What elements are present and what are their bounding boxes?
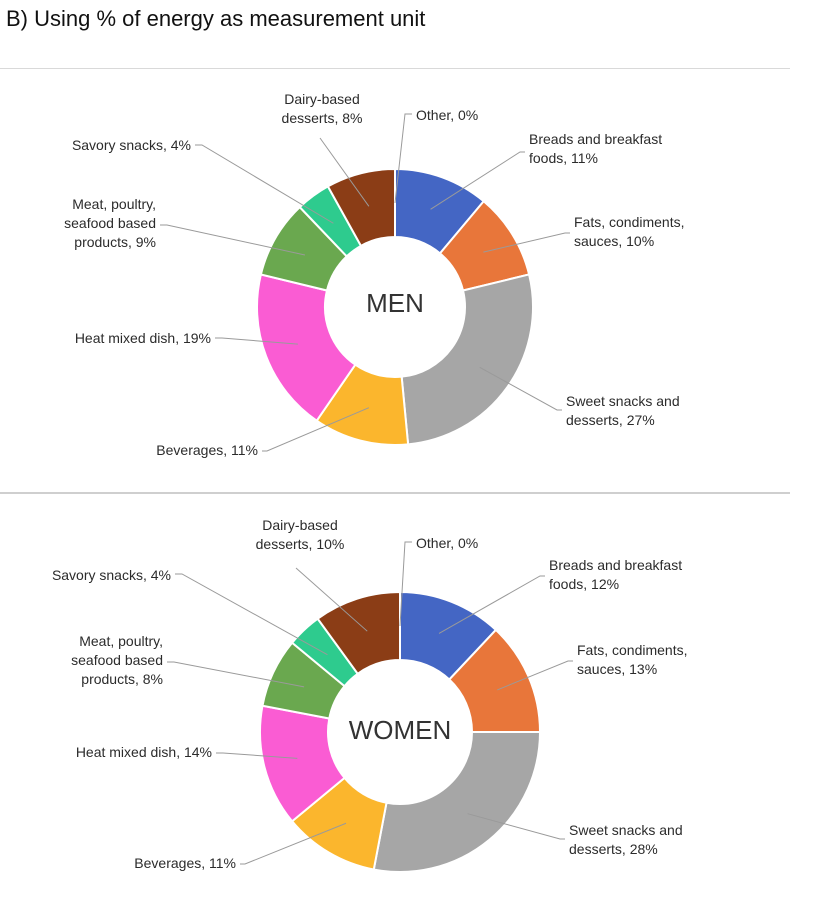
leader-line-men-6: [160, 224, 306, 256]
slice-label-women-7: Savory snacks, 4%: [51, 567, 171, 583]
donut-chart-men: MEN Other, 0% Breads and breakfast foods,…: [0, 70, 825, 490]
slice-label-women-2: Fats, condiments, sauces, 13%: [577, 642, 688, 677]
slice-label-women-8: Dairy-based desserts, 10%: [255, 517, 345, 552]
slice-label-women-5: Heat mixed dish, 14%: [75, 744, 212, 760]
slice-men-3: [400, 273, 534, 446]
donut-center-label-women: WOMEN: [348, 715, 452, 745]
middle-divider: [0, 492, 790, 494]
slice-label-men-8: Dairy-based desserts, 8%: [281, 91, 363, 126]
donut-center-label-men: MEN: [366, 288, 424, 318]
leader-line-women-1: [438, 575, 545, 634]
donut-chart-women-svg: [167, 541, 573, 873]
donut-chart-men-svg: [160, 113, 570, 452]
leader-line-men-5: [215, 337, 298, 345]
slice-label-men-2: Fats, condiments, sauces, 10%: [574, 214, 685, 249]
leader-line-men-4: [262, 407, 370, 452]
leader-line-men-0: [394, 113, 412, 204]
leader-line-men-1: [430, 151, 525, 210]
leader-line-women-4: [240, 822, 347, 865]
figure-heading: B) Using % of energy as measurement unit: [6, 6, 426, 31]
slice-label-women-6: Meat, poultry, seafood based products, 8…: [71, 633, 163, 687]
slice-label-men-5: Heat mixed dish, 19%: [74, 330, 211, 346]
leader-line-men-2: [483, 232, 570, 253]
slice-label-men-4: Beverages, 11%: [156, 442, 258, 458]
slice-label-men-6: Meat, poultry, seafood based products, 9…: [64, 196, 156, 250]
slice-label-women-4: Beverages, 11%: [134, 855, 236, 871]
leader-line-women-3: [467, 813, 565, 840]
leader-line-women-6: [167, 661, 305, 688]
slice-label-women-0: Other, 0%: [416, 535, 479, 551]
leader-line-men-3: [479, 366, 562, 411]
slice-label-men-0: Other, 0%: [416, 107, 479, 123]
leader-line-women-5: [216, 752, 298, 759]
leader-line-men-8: [319, 137, 370, 207]
leader-line-women-0: [399, 541, 412, 627]
leader-line-women-2: [497, 660, 573, 691]
slice-label-men-1: Breads and breakfast foods, 11%: [529, 131, 663, 166]
slice-label-women-1: Breads and breakfast foods, 12%: [549, 557, 683, 592]
leader-line-women-8: [295, 567, 368, 632]
slice-women-3: [372, 731, 542, 873]
slice-women-8: [316, 590, 401, 676]
donut-chart-women: WOMEN Other, 0% Breads and breakfast food…: [0, 496, 825, 899]
slice-label-men-3: Sweet snacks and desserts, 27%: [566, 393, 680, 428]
leader-line-men-7: [195, 144, 334, 224]
slice-label-men-7: Savory snacks, 4%: [71, 137, 191, 153]
top-divider: [0, 68, 790, 69]
leader-line-women-7: [175, 573, 328, 656]
slice-label-women-3: Sweet snacks and desserts, 28%: [569, 822, 683, 857]
slice-men-8: [326, 167, 396, 248]
